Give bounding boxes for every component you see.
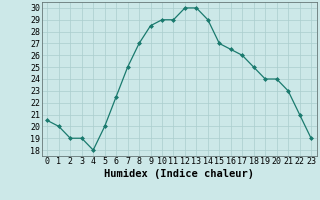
X-axis label: Humidex (Indice chaleur): Humidex (Indice chaleur)	[104, 169, 254, 179]
